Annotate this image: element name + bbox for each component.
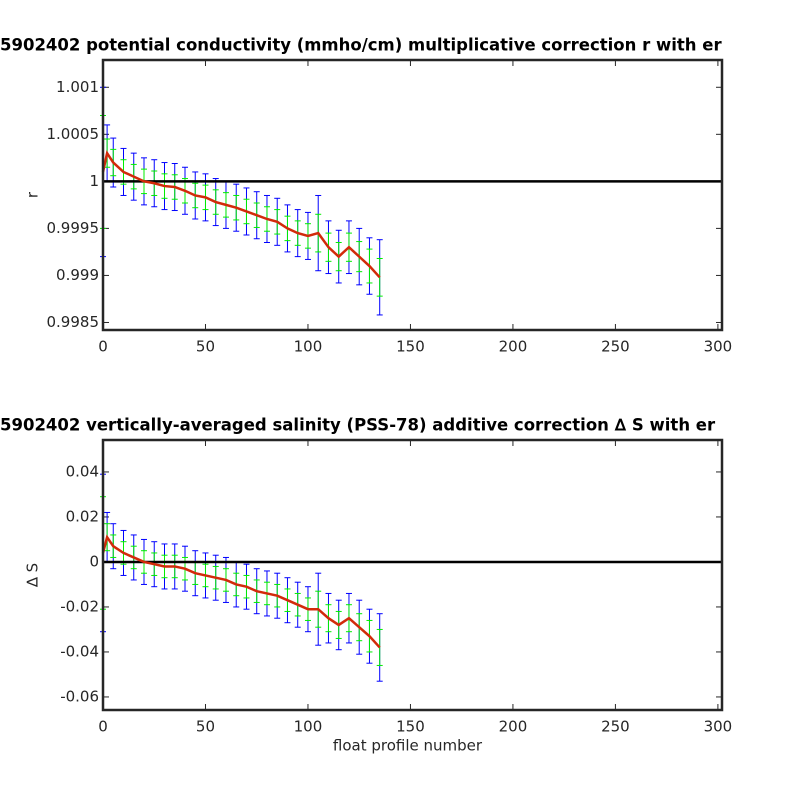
y-tick-label: 1 xyxy=(89,172,99,190)
x-tick-label: 0 xyxy=(98,718,108,736)
axes-box xyxy=(101,438,724,712)
y-tick-label: 1.001 xyxy=(56,78,99,96)
y-tick-label: 0.9985 xyxy=(47,313,100,331)
x-tick-label: 100 xyxy=(294,718,323,736)
y-tick-label: 0 xyxy=(89,552,99,570)
x-tick-label: 50 xyxy=(196,338,215,356)
x-tick-label: 0 xyxy=(98,338,108,356)
y-axis-label: ∆ S xyxy=(24,563,42,588)
x-axis-label: float profile number xyxy=(333,737,483,755)
y-axis-label: r xyxy=(24,191,42,198)
y-tick-label: 1.0005 xyxy=(47,125,100,143)
y-tick-label: 0.9995 xyxy=(47,219,100,237)
y-tick-label: -0.04 xyxy=(60,642,99,660)
data-line xyxy=(101,534,381,649)
y-tick-label: 0.999 xyxy=(56,266,99,284)
x-tick-label: 250 xyxy=(601,718,630,736)
x-tick-label: 300 xyxy=(704,338,733,356)
x-tick-label: 150 xyxy=(396,338,425,356)
data-line xyxy=(101,149,381,279)
y-tick-label: 0.02 xyxy=(66,507,99,525)
y-tick-label: -0.06 xyxy=(60,687,99,705)
x-tick-label: 250 xyxy=(601,338,630,356)
x-tick-label: 200 xyxy=(499,718,528,736)
chart-title: 5902402 potential conductivity (mmho/cm)… xyxy=(0,36,722,55)
x-tick-label: 200 xyxy=(499,338,528,356)
x-tick-label: 100 xyxy=(294,338,323,356)
y-tick-label: 0.04 xyxy=(66,462,99,480)
x-tick-label: 50 xyxy=(196,718,215,736)
y-tick-label: -0.02 xyxy=(60,597,99,615)
x-tick-label: 150 xyxy=(396,718,425,736)
x-tick-label: 300 xyxy=(704,718,733,736)
chart-title: 5902402 vertically-averaged salinity (PS… xyxy=(0,416,716,435)
axes-box xyxy=(101,58,724,332)
